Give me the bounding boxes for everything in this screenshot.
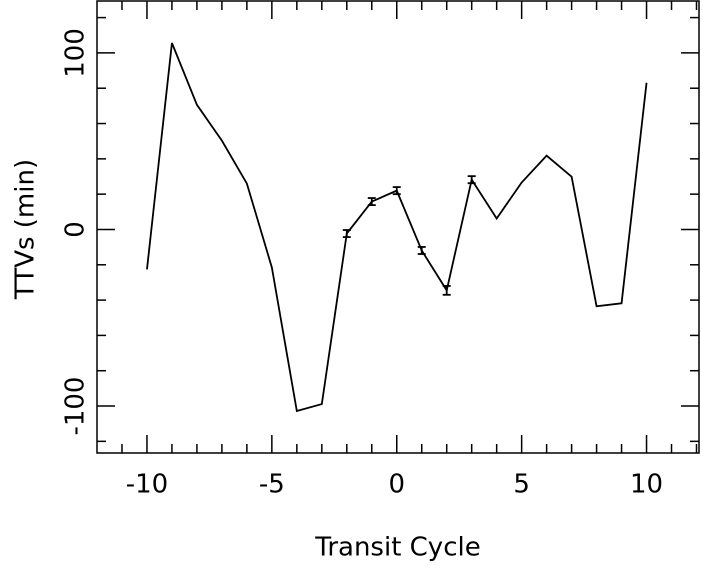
y-tick-label: 100 [61,28,91,78]
error-bar [342,229,351,238]
x-tick-label: 0 [388,470,405,500]
x-tick-label: -10 [126,470,168,500]
y-tick-label: -100 [61,377,91,436]
x-tick-label: 5 [513,470,530,500]
x-tick-label: 10 [630,470,663,500]
error-bar [467,175,476,185]
y-tick-label: 0 [61,221,91,238]
plot-frame [96,0,700,454]
y-axis-label: TTVs (min) [11,159,41,300]
error-bar [367,197,376,207]
error-bar [417,246,426,255]
error-bar [442,285,451,296]
error-bar [392,186,401,196]
data-line [146,42,648,413]
x-axis-label: Transit Cycle [314,533,480,563]
x-tick-label: -5 [259,470,285,500]
